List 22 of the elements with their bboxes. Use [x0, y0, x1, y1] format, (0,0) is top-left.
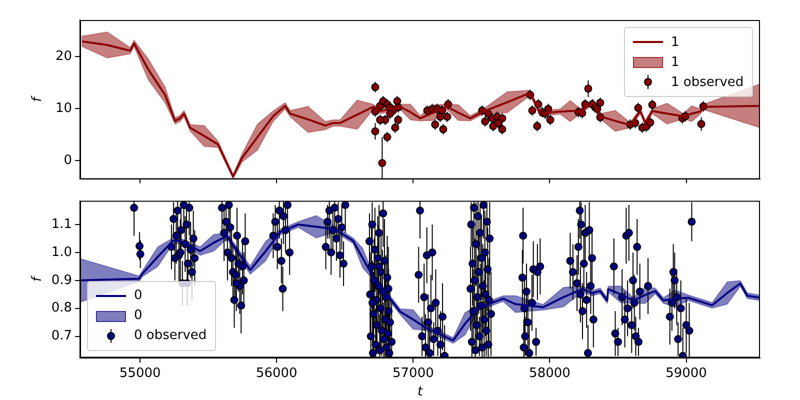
legend-label: 1	[671, 34, 680, 50]
x-tick-label: 59000	[666, 366, 707, 381]
y-tick-label: 0.9	[51, 272, 72, 288]
y-tick-label: 0	[64, 152, 72, 168]
y-axis-title: f	[30, 94, 46, 102]
x-axis-title: t	[417, 384, 424, 400]
text: 1	[671, 54, 680, 70]
y-tick-label: 0.8	[51, 300, 72, 316]
y-tick-label: 20	[55, 48, 72, 64]
y-tick-label: 10	[55, 100, 72, 116]
y-tick-label: 1.0	[51, 244, 72, 260]
legend-label: 1 observed	[671, 74, 744, 90]
x-tick-label: 55000	[119, 366, 161, 381]
x-tick-label: 57000	[392, 366, 434, 381]
x-tick-label: 58000	[529, 366, 570, 381]
legend-label: 0	[134, 288, 142, 304]
y-tick-label: 1.1	[51, 216, 72, 232]
text: 0	[134, 308, 142, 324]
y-tick-label: 0.7	[51, 328, 72, 344]
x-tick-label: 56000	[256, 366, 298, 381]
y-axis-title: f	[30, 274, 46, 282]
legend-label: 0 observed	[134, 328, 207, 344]
